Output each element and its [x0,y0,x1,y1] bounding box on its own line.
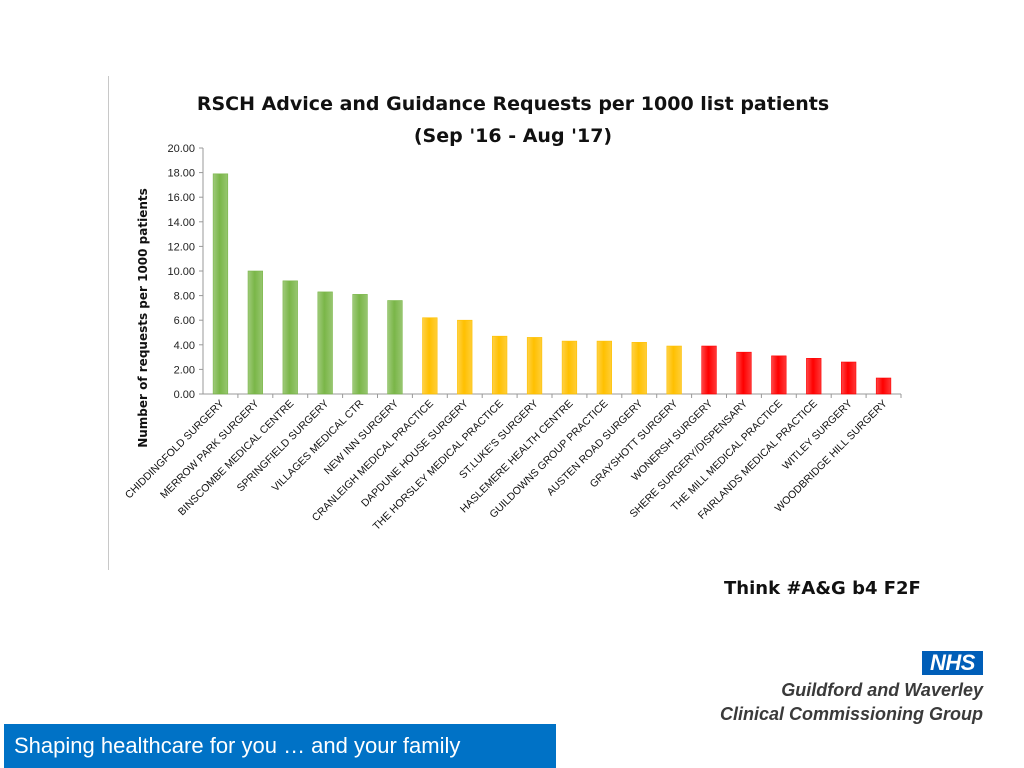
bar [806,358,822,395]
chart-title: RSCH Advice and Guidance Requests per 10… [197,93,829,115]
bar [282,280,298,395]
bar [771,355,787,395]
bar [631,342,647,395]
bar [875,377,892,395]
bar [352,294,368,395]
organisation-name-line-2: Clinical Commissioning Group [719,704,983,724]
chart-subtitle: (Sep '16 - Aug '17) [414,125,612,147]
bar [526,337,543,395]
x-category-label: THE HORSLEY MEDICAL PRACTICE [371,398,506,533]
y-tick-label: 16.00 [167,192,195,204]
chart-panel: RSCH Advice and Guidance Requests per 10… [108,76,929,570]
y-tick-label: 12.00 [167,241,195,253]
bar [666,345,682,395]
bar [387,300,403,395]
y-axis-label: Number of requests per 1000 patients [136,188,150,448]
bar [736,351,752,395]
bar [457,319,473,395]
bar [561,340,578,395]
plot-area: 0.00 2.00 4.00 6.00 8.00 10.00 12.00 14.00 16.00… [123,143,902,533]
organisation-name: Guildford and Waverley Clinical Commissi… [720,678,983,726]
y-tick-label: 14.00 [167,217,195,229]
bar [492,335,508,395]
y-tick-label: 18.00 [167,168,195,180]
y-tick-label: 10.00 [167,266,195,278]
organisation-name-line-1: Guildford and Waverley [781,680,983,700]
bar [247,270,263,395]
bar [422,317,438,395]
bar [841,361,857,395]
y-tick-label: 0.00 [174,389,195,401]
y-tick-label: 2.00 [174,364,195,376]
bar [317,291,333,395]
nhs-logo: NHS [922,651,983,675]
y-tick-label: 6.00 [174,315,195,327]
y-tick-label: 20.00 [167,143,195,155]
bar-chart: RSCH Advice and Guidance Requests per 10… [123,93,902,533]
y-tick-label: 4.00 [174,340,195,352]
bar [596,340,612,395]
bar [212,173,229,395]
slogan-text: Think #A&G b4 F2F [724,578,921,599]
y-tick-label: 8.00 [174,291,195,303]
footer-banner: Shaping healthcare for you … and your fa… [4,724,556,768]
bar [701,345,717,395]
